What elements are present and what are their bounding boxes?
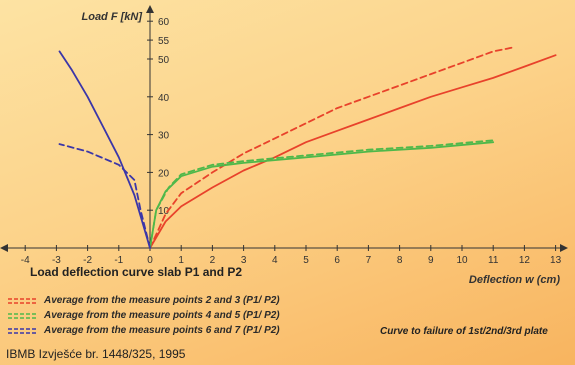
legend-item-points-2-3: Average from the measure points 2 and 3 … [8,294,280,307]
y-tick-label: 20 [158,168,170,179]
legend: Average from the measure points 2 and 3 … [8,294,280,339]
series-line-5 [58,143,151,249]
x-tick-label: -4 [21,255,30,266]
y-tick-label: 55 [158,36,170,47]
series-line-0 [149,54,557,249]
series-line-2 [149,141,495,249]
failure-note: Curve to failure of 1st/2nd/3rd plate [380,326,548,337]
x-tick-label: 3 [241,255,247,266]
y-tick-label: 10 [158,206,170,217]
x-tick-label: 13 [550,255,562,266]
x-tick-label: 8 [397,255,403,266]
x-tick-label: -2 [83,255,92,266]
x-tick-label: 12 [519,255,531,266]
legend-label-points-6-7: Average from the measure points 6 and 7 … [44,325,280,336]
chart-title: Load deflection curve slab P1 and P2 [30,265,243,279]
x-tick-label: -1 [114,255,123,266]
series-line-4 [58,50,151,249]
x-tick-label: 7 [366,255,372,266]
series-line-1 [149,46,513,249]
source-citation: IBMB Izvješće br. 1448/325, 1995 [6,347,186,361]
y-axis-title: Load F [kN] [82,11,143,23]
x-tick-label: 6 [334,255,340,266]
x-tick-label: 5 [303,255,309,266]
legend-label-points-2-3: Average from the measure points 2 and 3 … [44,295,280,306]
series-line-3 [149,139,495,249]
legend-label-points-4-5: Average from the measure points 4 and 5 … [44,310,280,321]
x-tick-label: 0 [147,255,153,266]
x-tick-label: 10 [456,255,468,266]
y-tick-label: 30 [158,131,170,142]
x-tick-label: 1 [178,255,184,266]
y-tick-label: 60 [158,17,170,28]
legend-item-points-6-7: Average from the measure points 6 and 7 … [8,324,280,337]
x-tick-label: 9 [428,255,434,266]
legend-swatch-red [8,297,38,304]
legend-swatch-blue [8,327,38,334]
legend-swatch-green [8,312,38,319]
x-tick-label: 2 [210,255,216,266]
x-axis-title: Deflection w (cm) [469,274,560,286]
x-tick-label: 4 [272,255,278,266]
y-tick-label: 50 [158,55,170,66]
x-tick-label: 11 [488,255,499,266]
y-tick-label: 40 [158,93,170,104]
legend-item-points-4-5: Average from the measure points 4 and 5 … [8,309,280,322]
x-tick-label: -3 [52,255,61,266]
